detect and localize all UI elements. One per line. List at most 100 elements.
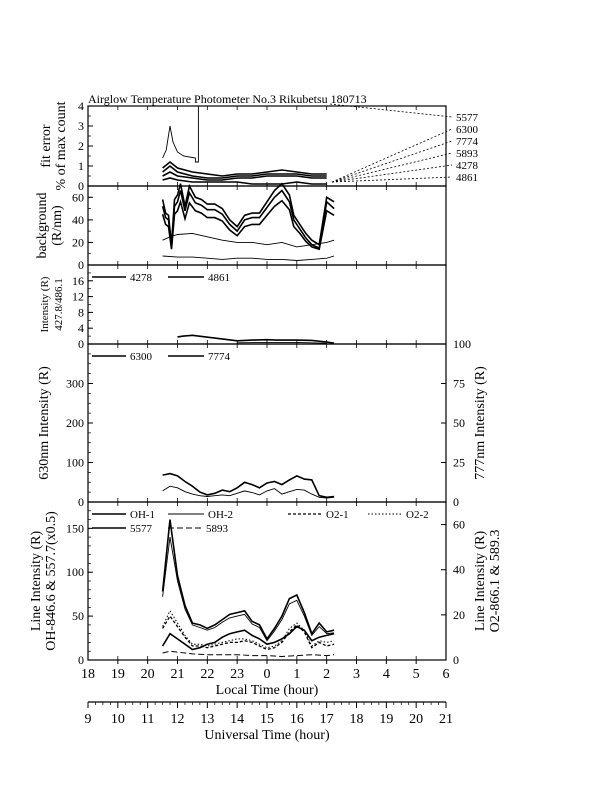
xtick-label-2: 2: [323, 667, 330, 682]
panel2-y-tick-label-3: 60: [72, 190, 84, 204]
panel4-y-tick-label-1: 100: [66, 456, 84, 470]
xtick-label-18: 18: [81, 667, 95, 682]
legend-label-5893: 5893: [206, 523, 229, 535]
xtick-label-5: 5: [413, 667, 420, 682]
legend-label-4861: 4861: [208, 272, 230, 284]
panel3-y-tick-label-4: 16: [72, 274, 84, 288]
annotation-leader-4: [331, 164, 453, 183]
annotation-5577: 5577: [456, 112, 479, 124]
ut-tick-label-10: 10: [111, 712, 125, 727]
ut-tick-label-17: 17: [320, 712, 334, 727]
xtick-label-20: 20: [141, 667, 155, 682]
panel5-series-OH-1: [161, 519, 335, 641]
panel4-y2-tick-label-4: 100: [453, 337, 471, 351]
panel2-series-0: [161, 182, 335, 247]
panel4-y2label: 777nm Intensity (R): [473, 366, 488, 480]
panel1-y-tick-label-3: 3: [78, 119, 84, 133]
panel4-y-tick-label-2: 200: [66, 416, 84, 430]
ut-tick-label-16: 16: [290, 712, 304, 727]
panel5-series-5577: [161, 625, 335, 651]
ut-tick-label-19: 19: [379, 712, 393, 727]
ut-tick-label-12: 12: [171, 712, 185, 727]
ut-tick-label-11: 11: [141, 712, 154, 727]
panel5-y2-tick-label-0: 0: [453, 653, 459, 667]
xtick-label-23: 23: [230, 667, 244, 682]
panel4-series-7774: [162, 485, 335, 499]
legend-label-O2-1: O2-1: [326, 509, 349, 521]
panel4-y2-tick-label-0: 0: [453, 495, 459, 509]
panel1-series-4: [162, 177, 327, 185]
legend-label-OH-2: OH-2: [208, 509, 233, 521]
panel1-series-3: [162, 171, 327, 181]
ut-tick-label-21: 21: [439, 712, 453, 727]
xtick-label-6: 6: [443, 667, 450, 682]
annotation-7774: 7774: [456, 136, 479, 148]
ut-tick-label-14: 14: [230, 712, 244, 727]
panel5-y2label-1: O2-866.1 & 589.3: [488, 530, 503, 633]
panel5-y2-tick-label-2: 40: [453, 563, 465, 577]
annotation-4861: 4861: [456, 172, 478, 184]
annotation-leader-5: [331, 176, 453, 183]
panel4-y2-tick-label-3: 75: [453, 377, 465, 391]
annotation-5893: 5893: [456, 148, 479, 160]
panel4-series-6300: [162, 472, 335, 499]
xlabel-universal: Universal Time (hour): [204, 728, 330, 743]
panel3-y-tick-label-1: 4: [78, 321, 84, 335]
panel4-y-tick-label-3: 300: [66, 377, 84, 391]
panel4-ylabel: 630nm Intensity (R): [37, 366, 52, 480]
legend-label-OH-1: OH-1: [130, 509, 155, 521]
panel2-ylabel-0: background: [35, 192, 50, 258]
panel3-series-4278: [177, 334, 335, 344]
panel3-y-tick-label-0: 0: [78, 337, 84, 351]
panel1-series-0: [162, 106, 199, 163]
panel5-series-5893: [162, 650, 335, 658]
panel1-y-tick-label-2: 2: [78, 139, 84, 153]
xtick-label-1: 1: [293, 667, 300, 682]
panel2-ylabel-1: (R/nm): [50, 205, 65, 246]
annotation-4278: 4278: [456, 160, 479, 172]
panel2-series-4: [162, 255, 335, 261]
legend-label-4278: 4278: [130, 272, 153, 284]
chart-title: Airglow Temperature Photometer No.3 Riku…: [88, 92, 367, 106]
panel4-y-tick-label-0: 0: [78, 495, 84, 509]
annotation-leader-1: [331, 128, 453, 183]
panel2-y-tick-label-1: 20: [72, 235, 84, 249]
xtick-label-19: 19: [111, 667, 125, 682]
panel4-y2-tick-label-2: 50: [453, 416, 465, 430]
panel1-ylabel-0: fit error: [39, 124, 54, 167]
panel1-series-2: [162, 164, 327, 179]
xtick-label-4: 4: [383, 667, 390, 682]
panel5-y2label-0: Line Intensity (R): [473, 531, 488, 632]
panel5-y2-tick-label-1: 20: [453, 608, 465, 622]
panel5-ylabel-0: Line Intensity (R): [29, 531, 44, 632]
panel1-series-1: [162, 160, 327, 177]
xtick-label-21: 21: [171, 667, 185, 682]
panel2-series-2: [161, 199, 335, 251]
ut-tick-label-13: 13: [200, 712, 214, 727]
legend-label-7774: 7774: [208, 351, 231, 363]
xtick-label-3: 3: [353, 667, 360, 682]
panel2-y-tick-label-0: 0: [78, 258, 84, 272]
panel3-ylabel-0: Intensity (R): [39, 276, 51, 332]
panel5-y-tick-label-2: 100: [66, 565, 84, 579]
panel5-y2-tick-label-3: 60: [453, 518, 465, 532]
panel1-y-tick-label-0: 0: [78, 179, 84, 193]
xtick-label-22: 22: [200, 667, 214, 682]
annotation-6300: 6300: [456, 124, 479, 136]
panel4-y2-tick-label-1: 25: [453, 456, 465, 470]
panel1-y-tick-label-4: 4: [78, 99, 84, 113]
panel5-y-tick-label-0: 0: [78, 653, 84, 667]
panel2-series-3: [162, 232, 335, 248]
panel2-frame: [87, 185, 447, 266]
legend-label-O2-2: O2-2: [406, 509, 429, 521]
panel5-series-OH-2: [162, 537, 335, 642]
panel5-y-tick-label-3: 150: [66, 521, 84, 535]
panel2-y-tick-label-2: 40: [72, 213, 84, 227]
annotation-leader-2: [331, 140, 453, 183]
ut-tick-label-9: 9: [85, 712, 92, 727]
panel3-y-tick-label-3: 12: [72, 290, 84, 304]
xlabel-local: Local Time (hour): [216, 683, 319, 698]
annotation-leader-0: [329, 103, 453, 118]
xtick-label-0: 0: [264, 667, 271, 682]
